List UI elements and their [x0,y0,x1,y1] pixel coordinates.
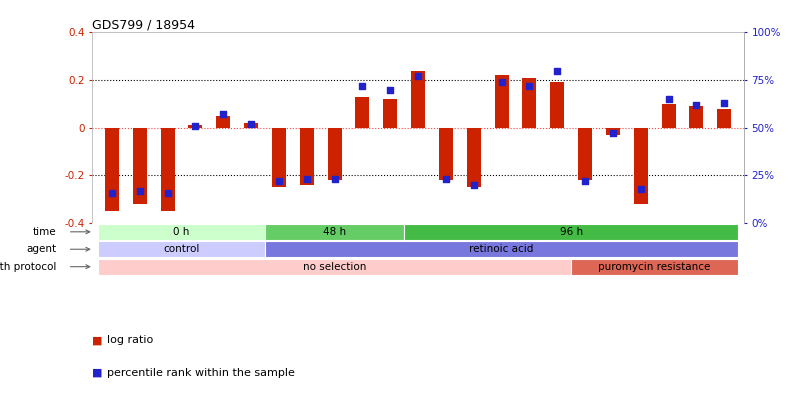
Point [383,86,396,93]
Text: retinoic acid: retinoic acid [469,244,533,254]
Bar [105,128,119,211]
Bar [188,126,202,128]
Point [522,83,535,89]
Point [328,176,340,183]
Bar [383,99,397,128]
Text: 96 h: 96 h [559,227,582,237]
Bar [522,78,536,128]
Bar [570,259,737,275]
Text: ■: ■ [92,335,103,345]
Bar [328,128,341,180]
Point [550,67,563,74]
Point [133,188,146,194]
Point [161,190,173,196]
Bar [244,123,258,128]
Point [105,190,118,196]
Bar [161,128,174,211]
Bar [98,259,570,275]
Bar [577,128,591,180]
Text: percentile rank within the sample: percentile rank within the sample [107,368,295,377]
Text: time: time [33,227,56,237]
Text: puromycin resistance: puromycin resistance [597,262,710,272]
Text: agent: agent [26,244,56,254]
Point [689,102,702,108]
Bar [98,224,265,240]
Bar [494,75,508,128]
Text: growth protocol: growth protocol [0,262,56,272]
Bar [438,128,452,180]
Bar [271,128,286,188]
Point [189,123,202,129]
Text: ■: ■ [92,368,103,377]
Point [717,100,730,106]
Bar [633,128,647,204]
Bar [216,116,230,128]
Point [467,182,479,188]
Point [578,178,591,184]
Point [411,73,424,79]
Text: 48 h: 48 h [323,227,346,237]
Point [634,185,646,192]
Point [356,83,369,89]
Bar [265,224,404,240]
Bar [689,106,703,128]
Point [300,176,313,183]
Bar [605,128,619,135]
Bar [300,128,313,185]
Bar [98,241,265,257]
Bar [132,128,147,204]
Text: control: control [163,244,199,254]
Point [495,79,507,85]
Point [217,111,230,117]
Bar [716,109,730,128]
Text: log ratio: log ratio [107,335,153,345]
Point [272,178,285,184]
Bar [549,83,564,128]
Point [662,96,675,102]
Point [605,130,618,137]
Text: GDS799 / 18954: GDS799 / 18954 [92,18,195,31]
Bar [410,70,425,128]
Bar [661,104,675,128]
Bar [265,241,737,257]
Bar [467,128,480,188]
Text: no selection: no selection [303,262,366,272]
Bar [355,97,369,128]
Point [244,121,257,127]
Bar [404,224,737,240]
Text: 0 h: 0 h [173,227,190,237]
Point [439,176,452,183]
